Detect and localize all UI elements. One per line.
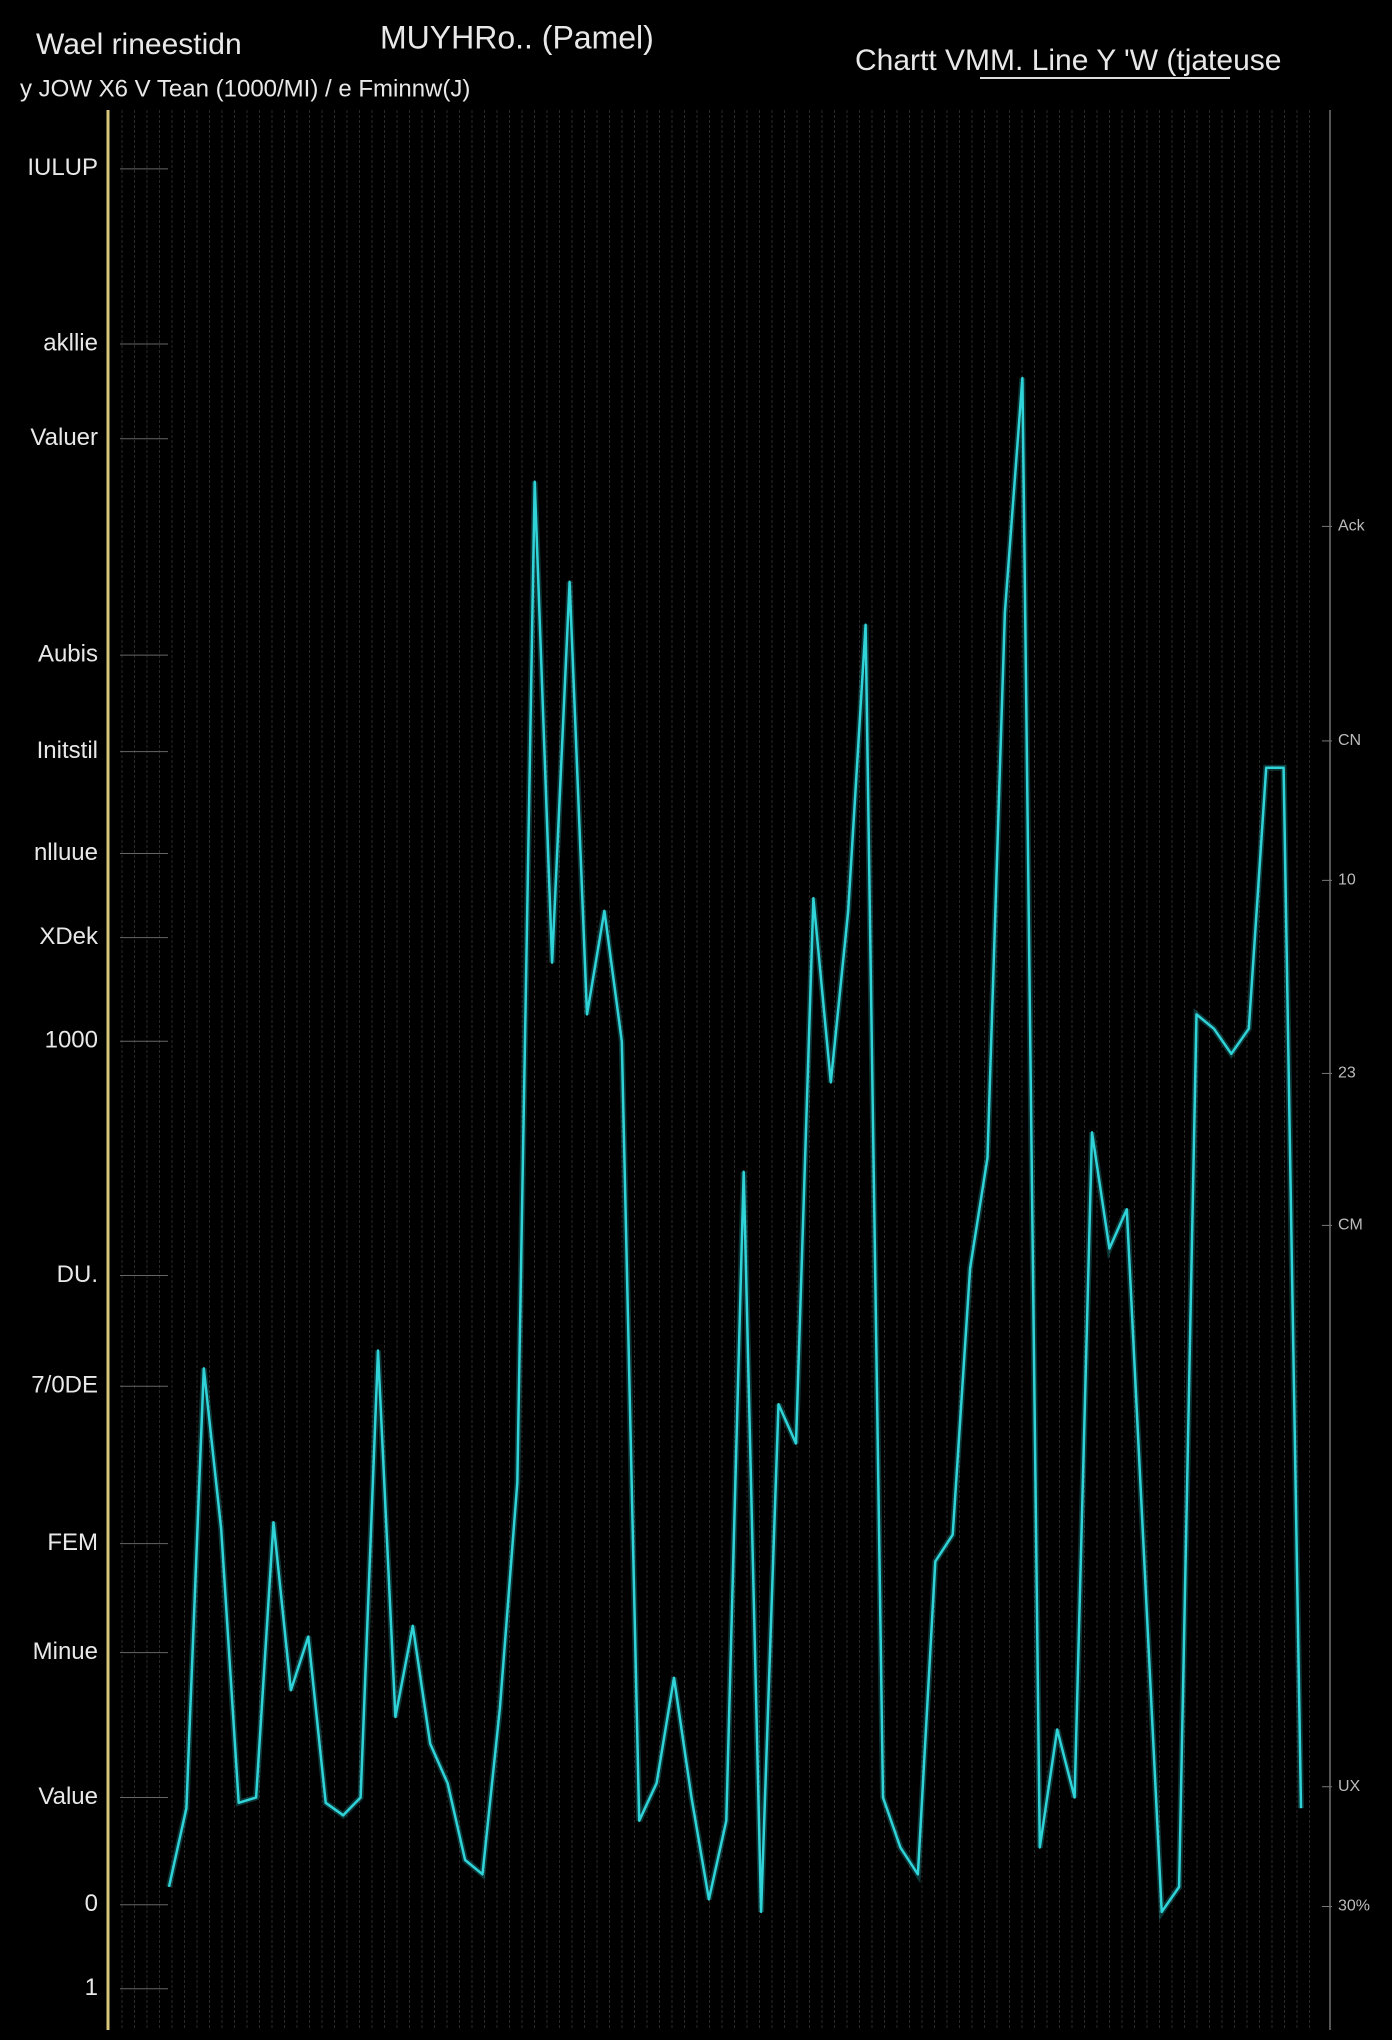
data-line [167, 376, 1303, 1914]
y-tick-label: XDek [39, 923, 99, 950]
y2-tick-label: 23 [1338, 1065, 1356, 1082]
y-tick-label: IULUP [27, 154, 98, 181]
y2-tick-label: UX [1338, 1778, 1361, 1795]
chart-label: Chartt VMM. Line Y 'W (tjateuse [855, 44, 1281, 77]
y-tick-label: Aubis [38, 640, 98, 667]
y-tick-label: 7/0DE [31, 1372, 98, 1399]
y-tick-label: 1000 [45, 1027, 98, 1054]
y2-tick-label: 10 [1338, 872, 1356, 889]
y-tick-label: 0 [85, 1890, 98, 1917]
y-tick-label: 1 [85, 1974, 98, 2001]
y2-tick-label: CM [1338, 1217, 1363, 1234]
chart-title: Wael rineestidn [36, 28, 242, 61]
y-tick-label: Value [38, 1783, 98, 1810]
y2-tick-label: 30% [1338, 1898, 1370, 1915]
y-tick-label: nlluue [34, 839, 98, 866]
panel-label: MUYHRo.. (Pamel) [380, 19, 654, 55]
y-tick-label: Initstil [37, 737, 98, 764]
y-tick-label: DU. [57, 1261, 98, 1288]
y-tick-label: FEM [47, 1529, 98, 1556]
y-tick-label: Minue [33, 1638, 98, 1665]
chart-subtitle: y JOW X6 V Tean (1000/MI) / e Fminnw(J) [20, 75, 470, 102]
y-tick-label: Valuer [30, 424, 98, 451]
y2-tick-label: Ack [1338, 518, 1366, 535]
y2-tick-label: CN [1338, 732, 1361, 749]
y-tick-label: akllie [43, 329, 98, 356]
